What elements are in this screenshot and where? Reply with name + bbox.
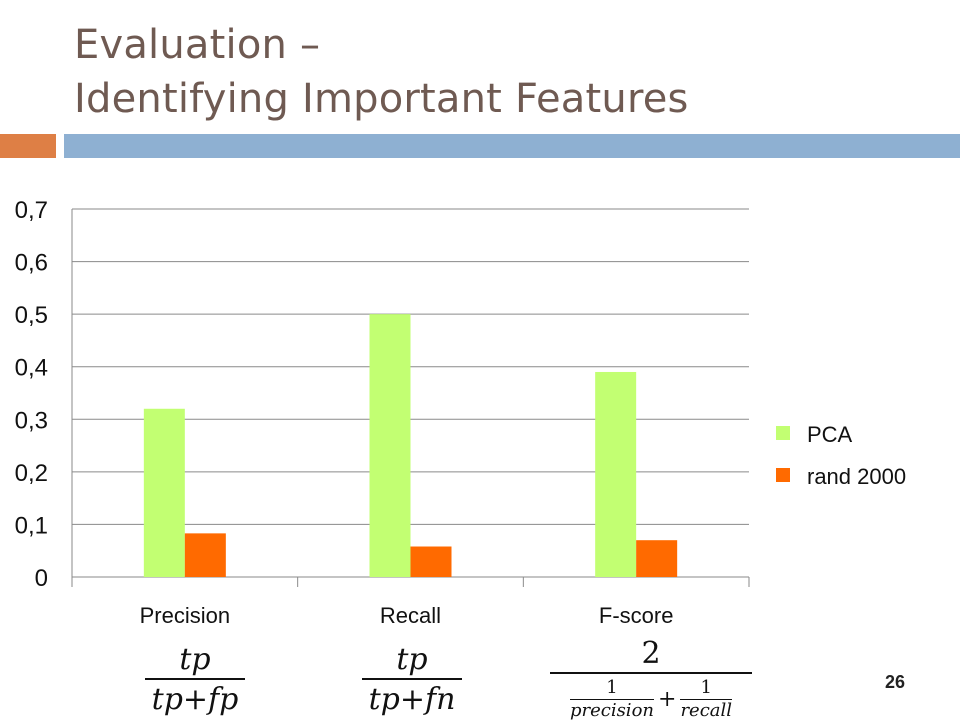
fscore-fraction-bar [550,672,752,674]
y-tick-label: 0,6 [15,250,48,277]
y-tick-label: 0,4 [15,355,48,382]
plus-sign: + [658,686,677,712]
legend-label: rand 2000 [807,464,906,489]
title-line-1: Evaluation – [74,22,321,68]
bar-rand-2000-precision [184,533,226,577]
inverse-precision-denominator: precision [569,700,654,721]
bar-rand-2000-f-score [636,540,678,577]
x-category-label: Precision [140,603,230,628]
title-accent-blue [64,134,960,158]
x-category-label: F-score [599,603,674,628]
inverse-recall-denominator: recall [680,700,733,721]
fscore-formula: 2 1 precision + 1 recall [550,638,752,721]
recall-fraction-bar [362,678,462,680]
inverse-precision-bar [569,699,654,700]
slide-title: Evaluation – Identifying Important Featu… [74,18,689,126]
y-tick-label: 0,1 [15,512,48,539]
inverse-precision-numerator: 1 [606,677,618,698]
legend-swatch [776,468,790,482]
precision-formula-numerator: tp [179,642,211,677]
fscore-formula-numerator: 2 [641,636,661,671]
precision-formula: tp tp+fp [145,644,245,716]
precision-fraction-bar [145,678,245,680]
y-tick-label: 0,5 [15,302,48,329]
inverse-recall-fraction: 1 recall [680,677,733,721]
bar-pca-f-score [595,371,637,577]
y-tick-label: 0 [35,565,48,592]
page-number: 26 [884,672,906,692]
y-tick-label: 0,2 [15,460,48,487]
bar-pca-recall [369,314,411,577]
inverse-recall-bar [680,699,733,700]
title-accent-orange [0,134,56,158]
recall-formula-numerator: tp [396,642,428,677]
bar-chart: 0 0,1 0,2 0,3 0,4 0,5 0,6 0,7 Precision Recall F-s… [15,197,906,628]
bar-rand-2000-recall [410,546,452,577]
x-category-label: Recall [380,603,441,628]
inverse-recall-numerator: 1 [700,677,712,698]
fscore-formula-denominator: 1 precision + 1 recall [550,678,752,721]
recall-formula: tp tp+fn [362,644,462,716]
y-tick-label: 0,7 [15,197,48,224]
bar-pca-precision [143,408,185,577]
precision-formula-denominator: tp+fp [151,682,239,717]
legend-swatch [776,426,790,440]
legend-label: PCA [807,422,853,447]
y-tick-label: 0,3 [15,407,48,434]
inverse-precision-fraction: 1 precision [569,677,654,721]
recall-formula-denominator: tp+fn [368,682,456,717]
title-line-2: Identifying Important Features [74,76,689,122]
